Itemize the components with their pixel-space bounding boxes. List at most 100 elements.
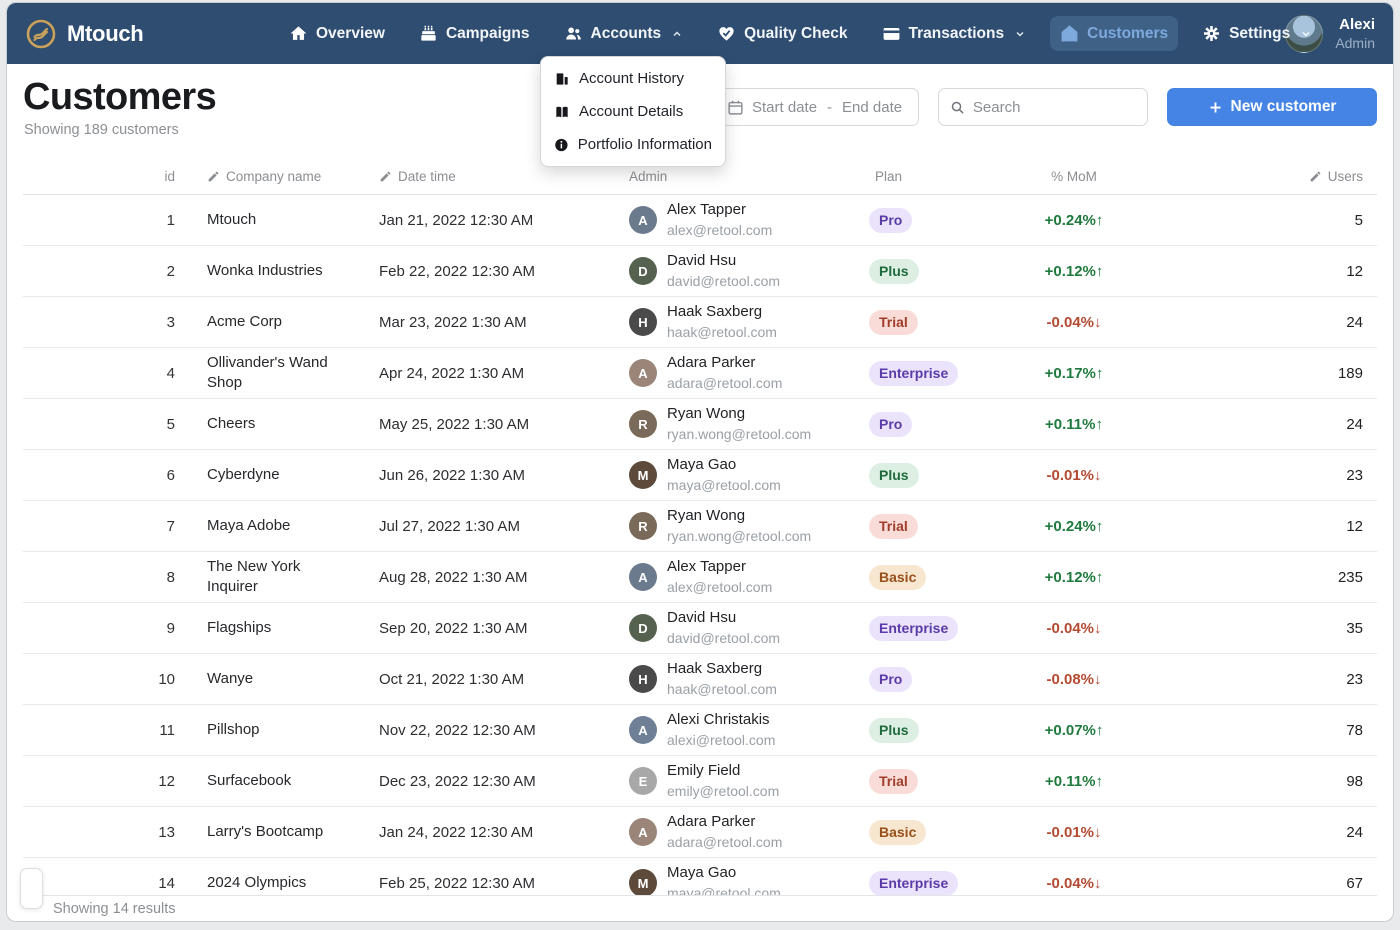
cell-users[interactable]: 12 [1346,262,1363,280]
cell-date-time[interactable]: Jun 26, 2022 1:30 AM [379,466,525,484]
admin-avatar: D [629,257,657,285]
cell-users[interactable]: 235 [1337,568,1363,586]
end-date-placeholder[interactable]: End date [842,98,903,116]
nav-item-campaigns[interactable]: Campaigns [409,16,540,51]
cell-mom: +0.24%↑ [1044,517,1104,535]
cell-id: 14 [158,874,175,892]
date-range-input[interactable]: Start date - End date [715,88,919,126]
table-row[interactable]: 12 Surfacebook Dec 23, 2022 12:30 AM E E… [23,756,1377,807]
cell-date-time[interactable]: Oct 21, 2022 1:30 AM [379,670,525,688]
cell-date-time[interactable]: Jan 21, 2022 12:30 AM [379,211,534,229]
table-row[interactable]: 2 Wonka Industries Feb 22, 2022 12:30 AM… [23,246,1377,297]
menu-item-account-details[interactable]: Account Details [541,95,725,128]
nav-item-quality-check[interactable]: Quality Check [707,16,857,51]
cell-users[interactable]: 23 [1346,670,1363,688]
cell-company-name[interactable]: Cyberdyne [207,466,280,483]
table-row[interactable]: 7 Maya Adobe Jul 27, 2022 1:30 AM R Ryan… [23,501,1377,552]
admin-avatar: R [629,410,657,438]
cell-company-name[interactable]: Larry's Bootcamp [207,823,324,840]
brand[interactable]: Mtouch [25,18,144,50]
column-header-date-time[interactable]: Date time [379,169,629,184]
table-row[interactable]: 10 Wanye Oct 21, 2022 1:30 AM H Haak Sax… [23,654,1377,705]
cell-mom: -0.01%↓ [1046,466,1102,484]
cell-company-name[interactable]: 2024 Olympics [207,874,307,891]
cell-users[interactable]: 24 [1346,415,1363,433]
cell-company-name[interactable]: The New York Inquirer [207,558,301,595]
cell-company-name[interactable]: Wonka Industries [207,262,323,279]
table-row[interactable]: 11 Pillshop Nov 22, 2022 12:30 AM A Alex… [23,705,1377,756]
cell-id: 7 [166,517,175,535]
nav-item-overview[interactable]: Overview [279,16,395,51]
column-header-mom[interactable]: % MoM [1051,168,1097,184]
cell-date-time[interactable]: Jan 24, 2022 12:30 AM [379,823,534,841]
cell-users[interactable]: 35 [1346,619,1363,637]
results-count: Showing 14 results [53,900,176,917]
column-header-id[interactable]: id [164,168,175,184]
cell-plan: Plus [869,258,989,284]
nav-item-transactions[interactable]: Transactions [872,16,1037,51]
column-header-plan[interactable]: Plan [875,168,903,184]
accounts-dropdown-menu: Account History Account Details Portfoli… [540,56,726,167]
cell-users[interactable]: 78 [1346,721,1363,739]
search-box[interactable] [938,88,1148,126]
column-header-users[interactable]: Users [1159,169,1377,184]
cell-plan: Enterprise [869,870,989,896]
nav-item-settings[interactable]: Settings [1192,16,1322,51]
column-header-company-name[interactable]: Company name [181,169,379,184]
search-input[interactable] [972,98,1136,116]
table-row[interactable]: 4 Ollivander's Wand Shop Apr 24, 2022 1:… [23,348,1377,399]
cell-users[interactable]: 24 [1346,823,1363,841]
cell-plan: Pro [869,411,989,437]
cell-date-time[interactable]: Jul 27, 2022 1:30 AM [379,517,520,535]
table-row[interactable]: 3 Acme Corp Mar 23, 2022 1:30 AM H Haak … [23,297,1377,348]
cell-users[interactable]: 5 [1354,211,1363,229]
table-row[interactable]: 9 Flagships Sep 20, 2022 1:30 AM D David… [23,603,1377,654]
cell-company-name[interactable]: Acme Corp [207,313,283,330]
nav-item-customers[interactable]: Customers [1050,16,1179,51]
cell-company-name[interactable]: Surfacebook [207,772,292,789]
table-row[interactable]: 1 Mtouch Jan 21, 2022 12:30 AM A Alex Ta… [23,195,1377,246]
start-date-placeholder[interactable]: Start date [752,98,818,116]
table-row[interactable]: 5 Cheers May 25, 2022 1:30 AM R Ryan Won… [23,399,1377,450]
cell-users[interactable]: 189 [1337,364,1363,382]
cell-date-time[interactable]: Nov 22, 2022 12:30 AM [379,721,536,739]
cell-users[interactable]: 67 [1346,874,1363,892]
cell-company-name[interactable]: Flagships [207,619,272,636]
cell-date-time[interactable]: Mar 23, 2022 1:30 AM [379,313,527,331]
admin-avatar: A [629,206,657,234]
cell-company-name[interactable]: Mtouch [207,211,257,228]
cell-mom: +0.24%↑ [1044,211,1104,229]
cell-date-time[interactable]: Feb 22, 2022 12:30 AM [379,262,535,280]
cell-company-name[interactable]: Cheers [207,415,256,432]
cell-date-time[interactable]: May 25, 2022 1:30 AM [379,415,530,433]
cell-company-name[interactable]: Pillshop [207,721,260,738]
cell-date-time[interactable]: Feb 25, 2022 12:30 AM [379,874,535,892]
cell-users[interactable]: 24 [1346,313,1363,331]
cell-users[interactable]: 98 [1346,772,1363,790]
cell-users[interactable]: 23 [1346,466,1363,484]
menu-item-portfolio-information[interactable]: Portfolio Information [541,128,725,161]
cell-company-name[interactable]: Maya Adobe [207,517,291,534]
table-row[interactable]: 13 Larry's Bootcamp Jan 24, 2022 12:30 A… [23,807,1377,858]
plan-badge: Pro [869,411,913,437]
admin-name: Ryan Wong [667,405,746,422]
table-row[interactable]: 6 Cyberdyne Jun 26, 2022 1:30 AM M Maya … [23,450,1377,501]
cell-mom: -0.04%↓ [1046,313,1102,331]
cell-date-time[interactable]: Dec 23, 2022 12:30 AM [379,772,536,790]
column-header-admin[interactable]: Admin [629,168,668,184]
cell-date-time[interactable]: Aug 28, 2022 1:30 AM [379,568,528,586]
admin-avatar: E [629,767,657,795]
menu-item-account-history[interactable]: Account History [541,62,725,95]
cell-admin: R Ryan Wong ryan.wong@retool.com [629,404,869,444]
new-customer-button[interactable]: New customer [1167,88,1377,126]
cell-date-time[interactable]: Apr 24, 2022 1:30 AM [379,364,525,382]
cell-company-name[interactable]: Wanye [207,670,254,687]
nav-item-accounts[interactable]: Accounts [554,16,694,51]
cell-company-name[interactable]: Ollivander's Wand Shop [207,354,328,391]
cell-date-time[interactable]: Sep 20, 2022 1:30 AM [379,619,528,637]
cell-users[interactable]: 12 [1346,517,1363,535]
table-row[interactable]: 8 The New York Inquirer Aug 28, 2022 1:3… [23,552,1377,603]
admin-avatar: A [629,359,657,387]
nav-label: Customers [1087,24,1169,42]
drag-handle[interactable] [20,868,43,909]
